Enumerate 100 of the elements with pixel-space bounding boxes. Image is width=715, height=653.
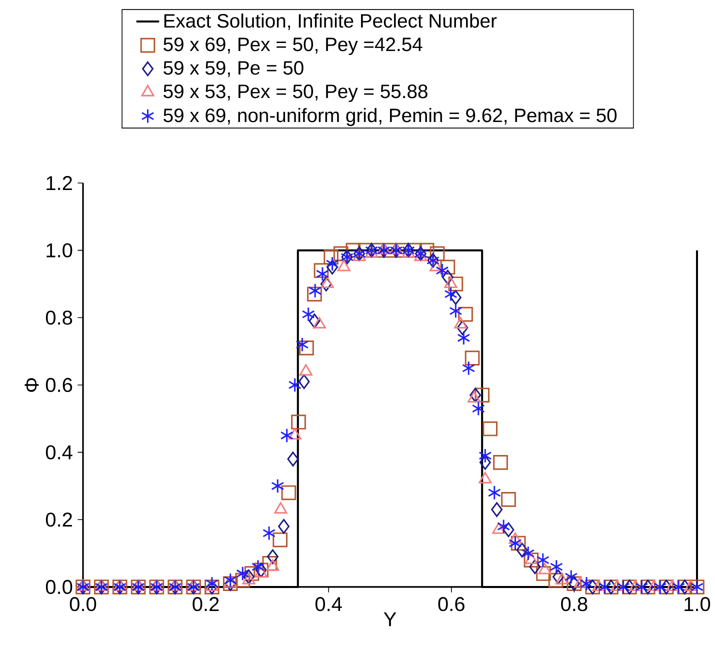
point xyxy=(132,580,145,592)
point xyxy=(524,552,539,568)
y-tick-label: 0.4 xyxy=(46,445,72,460)
point xyxy=(271,478,284,494)
point xyxy=(449,304,462,318)
point xyxy=(326,256,339,272)
point xyxy=(224,576,237,588)
point xyxy=(474,388,490,402)
point xyxy=(324,250,338,264)
point xyxy=(168,580,182,592)
point xyxy=(444,276,458,288)
x-tick-label: 0.6 xyxy=(438,597,464,612)
point xyxy=(242,572,256,584)
point xyxy=(307,286,322,302)
point xyxy=(654,580,667,594)
point xyxy=(448,276,464,292)
point xyxy=(684,580,698,592)
point xyxy=(262,526,276,541)
point xyxy=(440,260,456,275)
point xyxy=(552,569,564,584)
point xyxy=(296,337,309,352)
y-tick-label: 0.0 xyxy=(46,580,72,594)
point xyxy=(479,455,491,470)
point xyxy=(224,572,237,588)
y-axis-title: Φ xyxy=(24,378,39,392)
point xyxy=(244,566,260,581)
point xyxy=(666,580,679,592)
point xyxy=(536,552,550,568)
legend-label: 59 x 69, non-uniform grid, Pemin = 9.62, Pemax = 50 xyxy=(164,108,617,126)
point xyxy=(478,472,492,484)
point xyxy=(444,286,458,302)
point xyxy=(302,306,315,322)
point xyxy=(482,421,498,436)
point xyxy=(478,448,492,464)
point xyxy=(610,580,624,592)
x-tick-label: 0.8 xyxy=(561,597,588,612)
point xyxy=(205,580,218,592)
point xyxy=(458,306,473,322)
point xyxy=(287,452,299,466)
point xyxy=(314,263,329,278)
y-tick-label: 0.6 xyxy=(46,378,72,392)
y-tick-label: 1.2 xyxy=(46,176,72,190)
point xyxy=(672,580,686,594)
point xyxy=(326,260,338,275)
x-tick-label: 0.4 xyxy=(315,597,342,612)
point xyxy=(272,532,288,548)
point xyxy=(470,388,482,402)
point xyxy=(291,414,306,430)
point xyxy=(320,276,332,292)
point xyxy=(113,580,126,592)
point xyxy=(635,580,648,594)
point xyxy=(548,572,564,588)
point xyxy=(442,270,454,285)
point xyxy=(648,580,661,592)
point xyxy=(616,580,630,594)
point xyxy=(536,566,551,581)
point xyxy=(501,492,516,507)
point xyxy=(414,250,428,262)
point xyxy=(243,569,255,584)
point xyxy=(550,559,563,574)
point xyxy=(580,576,593,592)
point xyxy=(468,391,481,403)
point xyxy=(281,485,296,500)
legend-label: 59 x 69, Pex = 50, Pey =42.54 xyxy=(164,38,422,56)
x-tick-label: 1.0 xyxy=(684,597,710,612)
point xyxy=(280,428,294,443)
point xyxy=(472,401,485,416)
y-tick-label: 0.2 xyxy=(46,512,72,527)
point xyxy=(524,552,538,564)
point xyxy=(456,320,468,336)
point xyxy=(598,580,612,594)
point xyxy=(320,276,334,288)
y-tick-label: 1.0 xyxy=(46,243,72,258)
point xyxy=(346,242,361,258)
point xyxy=(462,360,476,376)
point xyxy=(492,522,506,534)
point xyxy=(502,522,514,538)
point xyxy=(308,283,322,298)
point xyxy=(254,566,268,578)
point xyxy=(266,549,278,564)
point xyxy=(288,378,302,392)
point xyxy=(516,542,528,558)
y-tick-label: 0.8 xyxy=(46,310,72,325)
point xyxy=(316,266,329,282)
point xyxy=(352,250,366,262)
point xyxy=(235,572,250,588)
x-tick-label: 0.0 xyxy=(70,597,96,612)
point xyxy=(430,246,445,262)
point xyxy=(574,576,587,588)
point xyxy=(299,340,314,356)
point xyxy=(564,569,578,584)
point xyxy=(150,580,164,592)
point xyxy=(629,580,642,592)
point xyxy=(187,580,200,592)
point xyxy=(419,242,434,258)
point xyxy=(205,576,218,592)
point xyxy=(450,290,462,305)
point xyxy=(493,455,508,470)
legend-label: 59 x 59, Pe = 50 xyxy=(164,61,304,78)
point xyxy=(488,485,501,500)
